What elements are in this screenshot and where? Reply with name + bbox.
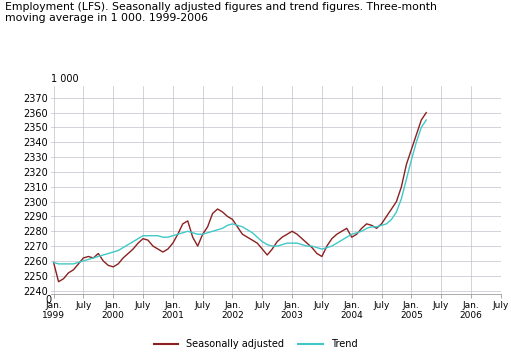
Seasonally adjusted — [294, 232, 300, 236]
Seasonally adjusted — [249, 238, 256, 242]
Seasonally adjusted — [56, 280, 62, 284]
Text: 0: 0 — [45, 295, 51, 305]
Seasonally adjusted — [304, 241, 310, 245]
Trend — [304, 244, 310, 248]
Seasonally adjusted — [51, 260, 57, 265]
Text: 1 000: 1 000 — [51, 74, 79, 84]
Line: Seasonally adjusted: Seasonally adjusted — [54, 113, 426, 282]
Seasonally adjusted — [423, 111, 429, 115]
Trend — [90, 256, 97, 260]
Line: Trend: Trend — [54, 120, 426, 264]
Trend — [294, 241, 300, 245]
Text: moving average in 1 000. 1999-2006: moving average in 1 000. 1999-2006 — [5, 13, 208, 23]
Trend — [184, 229, 191, 233]
Trend — [56, 262, 62, 266]
Seasonally adjusted — [90, 256, 97, 260]
Seasonally adjusted — [354, 232, 360, 236]
Seasonally adjusted — [184, 219, 191, 223]
Trend — [354, 231, 360, 235]
Legend: Seasonally adjusted, Trend: Seasonally adjusted, Trend — [150, 335, 361, 353]
Trend — [51, 260, 57, 265]
Trend — [423, 118, 429, 122]
Text: Employment (LFS). Seasonally adjusted figures and trend figures. Three-month: Employment (LFS). Seasonally adjusted fi… — [5, 2, 437, 12]
Trend — [249, 231, 256, 235]
